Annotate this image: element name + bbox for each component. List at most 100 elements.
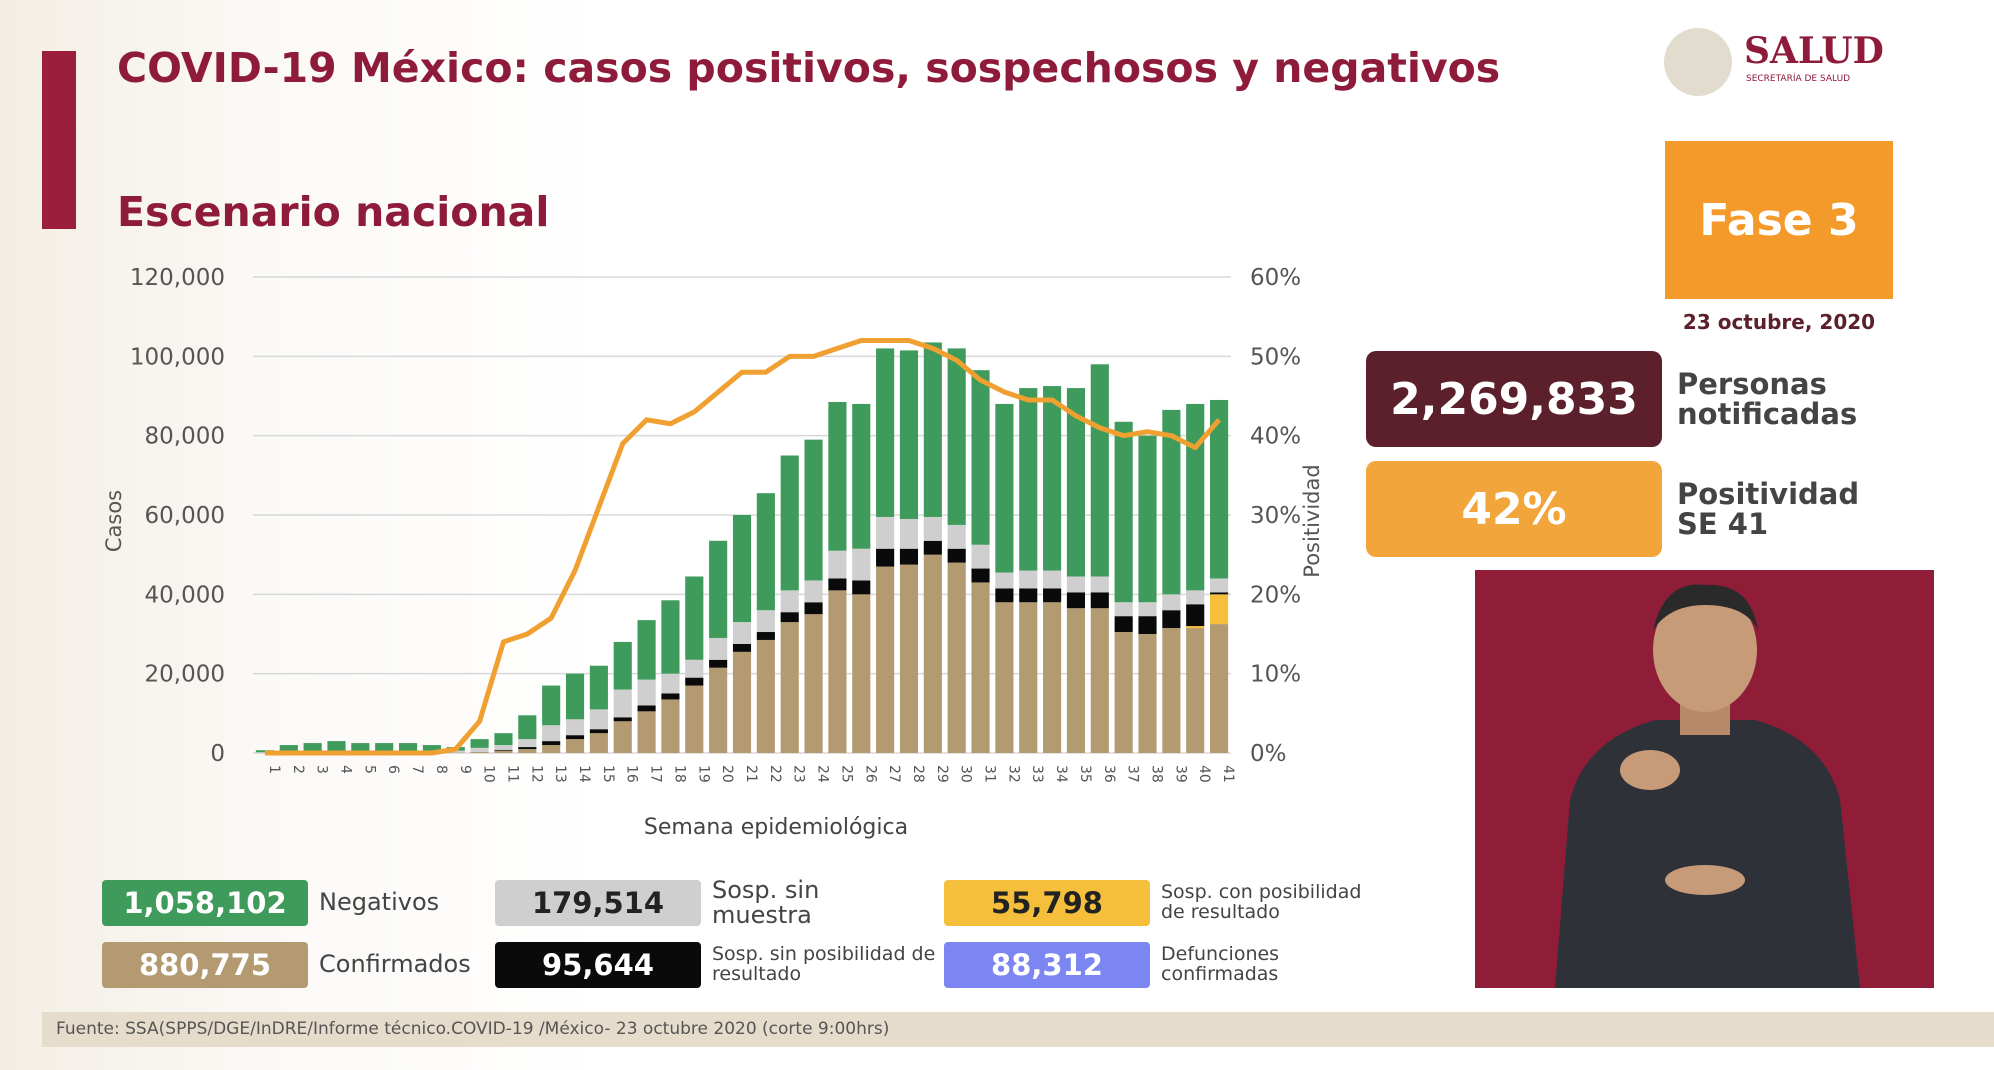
x-tick-label: 11 [504,765,520,783]
bar-segment [518,749,537,753]
bar-segment [1043,602,1062,753]
bar-segment [780,612,799,623]
bar-segment [494,733,513,746]
positivity-line [264,337,1221,756]
bar-segment [709,667,728,753]
bar-segment [470,747,489,752]
bar-segment [1210,624,1229,753]
bar-segment [565,719,585,736]
bar-segment [1114,632,1133,753]
x-tick-label: 15 [600,765,616,783]
source: Fuente: SSA(SPPS/DGE/InDRE/Informe técni… [42,1012,1994,1047]
x-tick-label: 27 [886,765,902,783]
hair [1653,584,1758,630]
x-tick-label: 13 [552,765,568,783]
bar-segment [375,743,394,752]
y-tick-label: 120,000 [130,265,225,291]
y-axis-label: Casos [102,490,126,552]
x-tick-label: 5 [361,765,377,774]
bar-segment [303,743,322,752]
bar-segment [780,455,799,591]
x-tick-label: 23 [791,765,807,783]
y2-tick-label: 20% [1250,582,1301,608]
x-tick-label: 31 [982,765,998,783]
bar-segment [565,739,585,753]
bar-segment [685,685,704,753]
bar-segment [685,677,704,686]
bar-segment [923,342,942,517]
x-tick-label: 29 [934,765,950,783]
bar-segment [923,554,942,753]
bar-segment [971,370,990,545]
x-tick-label: 34 [1053,765,1069,783]
x-tick-label: 16 [624,765,640,783]
bar-segment [947,562,966,753]
bar-segment [637,679,656,706]
x-tick-label: 20 [719,765,735,783]
bar-segment [1066,608,1086,753]
x-axis-label: Semana epidemiológica [644,815,908,840]
bar-segment [1162,628,1181,753]
x-tick-label: 26 [862,765,878,783]
bar-segment [732,515,752,623]
x-tick-label: 40 [1196,765,1212,783]
bar-segment [542,745,561,753]
x-tick-label: 24 [815,765,831,783]
bar-segment [756,493,775,611]
bar-segment [756,632,775,640]
bar-segment [876,516,895,549]
bar-segment [1162,610,1181,629]
bar-segment [995,572,1014,589]
x-tick-label: 18 [671,765,687,783]
x-tick-label: 38 [1149,765,1165,783]
bar-segment [971,568,990,583]
bar-segment [780,622,799,753]
y-tick-label: 0 [210,741,225,767]
bar-segment [852,580,871,595]
stat-value: 42% [1366,461,1662,557]
bar-segment [637,705,656,712]
x-tick-label: 2 [290,765,306,774]
bar-segment [876,348,895,517]
bar-segment [494,745,513,750]
hand [1620,750,1680,790]
bar-segment [685,576,704,660]
x-tick-label: 37 [1125,765,1141,783]
bar-segment [351,743,370,752]
bar-segment [1090,608,1109,753]
x-tick-label: 30 [958,765,974,783]
bar-segment [732,651,752,753]
bar-segment [756,610,775,633]
bar-segment [828,550,847,579]
x-tick-label: 14 [576,765,592,783]
bar-segment [899,518,919,549]
y-tick-label: 80,000 [145,424,225,450]
bar-segment [995,588,1014,603]
x-tick-label: 4 [337,765,353,774]
bar-segment [1162,594,1181,611]
bar-segment [995,403,1014,573]
x-tick-label: 1 [266,765,282,774]
bar-segment [947,348,966,525]
x-tick-label: 3 [314,765,330,774]
bar-segment [1090,576,1109,593]
legend-label: Negativos [319,888,440,917]
x-tick-label: 19 [695,765,711,783]
bar-segment [756,639,775,753]
x-tick-label: 35 [1077,765,1093,783]
bar-segment [709,659,728,668]
bar-segment [1043,386,1062,571]
bar-segment [1043,570,1062,589]
legend-label: Sosp. sin posibilidad de resultado [712,943,936,985]
legend-label: Defunciones confirmadas [1161,943,1280,985]
bar-segment [1090,364,1109,577]
bar-segment [613,717,632,722]
bar-segment [804,602,823,615]
legend-label: Confirmados [319,950,471,979]
bar-segment [1090,592,1109,609]
legend-total: 1,058,102 [102,880,308,926]
x-tick-label: 41 [1220,765,1236,783]
bar-segment [732,622,752,644]
y2-tick-label: 10% [1250,662,1301,688]
x-tick-label: 8 [433,765,449,774]
